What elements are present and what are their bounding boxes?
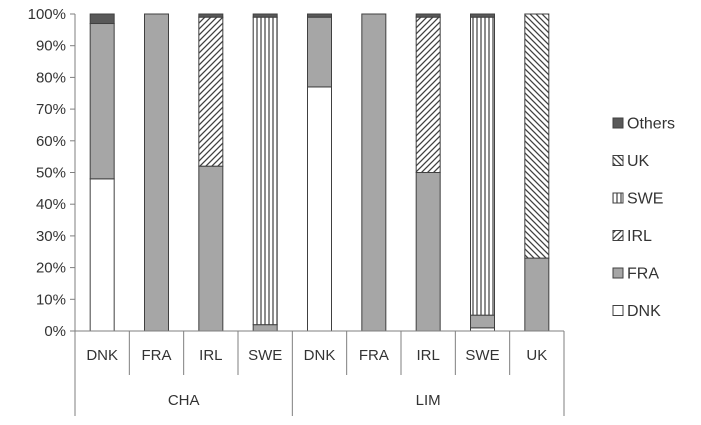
bar-segment-cha-irl-fra <box>198 165 224 332</box>
x-category-label: DNK <box>86 347 118 364</box>
axis-layer: 0% 10% 20% 30% 40% 50% 60% 70% 80% 90% 100% DNK FRA I… <box>28 6 565 416</box>
x-group-label: LIM <box>416 392 441 409</box>
bar-segment-lim-swe-swe <box>470 16 495 316</box>
legend-swatch <box>612 155 624 166</box>
x-category-label: SWE <box>465 347 499 364</box>
y-tick-label: 90% <box>36 38 66 55</box>
x-category-label: SWE <box>248 347 282 364</box>
y-tick-label: 20% <box>36 260 66 277</box>
legend: Others UK SWE IRL FRA DNK <box>612 116 675 320</box>
bar-segment-cha-swe-swe <box>252 16 278 326</box>
x-category-label: IRL <box>416 347 439 364</box>
bar-segment-cha-dnk-fra <box>89 23 115 180</box>
legend-label: Others <box>627 116 675 133</box>
legend-item-uk: UK <box>612 153 650 170</box>
y-tick-label: 70% <box>36 101 66 118</box>
y-tick-label: 0% <box>44 323 66 340</box>
y-tick-label: 80% <box>36 69 66 86</box>
legend-swatch <box>612 305 624 316</box>
legend-swatch <box>612 117 624 129</box>
bar-segment-lim-swe-others <box>470 13 495 18</box>
bar-segment-lim-swe-fra <box>470 314 495 329</box>
bar-segment-cha-swe-others <box>252 13 278 18</box>
legend-swatch <box>612 267 624 279</box>
legend-item-irl: IRL <box>612 228 652 245</box>
x-category-label: FRA <box>359 347 389 364</box>
y-tick-label: 10% <box>36 291 66 308</box>
x-category-label: IRL <box>199 347 222 364</box>
bar-segment-lim-dnk-dnk <box>307 86 332 332</box>
legend-item-fra: FRA <box>612 266 659 283</box>
x-category-label: FRA <box>142 347 172 364</box>
bar-segment-lim-uk-fra <box>524 257 550 332</box>
bar-segment-lim-uk-uk <box>524 13 550 259</box>
bar-segment-cha-irl-irl <box>198 16 224 167</box>
bar-segment-lim-irl-fra <box>415 172 441 332</box>
bar-segment-cha-irl-others <box>198 13 224 18</box>
legend-item-dnk: DNK <box>612 303 661 320</box>
legend-item-others: Others <box>612 116 675 133</box>
x-category-label: UK <box>526 347 547 364</box>
bar-segment-lim-dnk-fra <box>307 16 332 88</box>
bar-segment-lim-dnk-others <box>307 13 332 18</box>
bar-segment-lim-irl-irl <box>415 16 441 174</box>
legend-label: IRL <box>627 228 652 245</box>
bar-segment-cha-dnk-others <box>89 13 115 25</box>
bar-segment-cha-swe-fra <box>252 324 278 332</box>
bar-segment-lim-irl-others <box>415 13 441 18</box>
x-category-label: DNK <box>304 347 336 364</box>
bar-segment-cha-dnk-dnk <box>89 178 115 332</box>
y-tick-label: 30% <box>36 228 66 245</box>
bar-segment-cha-fra-fra <box>144 13 169 332</box>
y-tick-label: 50% <box>36 165 66 182</box>
y-tick-label: 60% <box>36 133 66 150</box>
x-group-label: CHA <box>168 392 200 409</box>
bars-layer <box>89 13 550 332</box>
legend-item-swe: SWE <box>612 191 663 208</box>
bar-segment-lim-fra-fra <box>361 13 387 332</box>
legend-swatch <box>612 230 624 241</box>
legend-label: FRA <box>627 266 659 283</box>
y-tick-label: 40% <box>36 196 66 213</box>
legend-label: DNK <box>627 303 661 320</box>
y-tick-label: 100% <box>28 6 66 23</box>
legend-swatch <box>612 192 624 204</box>
legend-label: SWE <box>627 191 663 208</box>
legend-label: UK <box>627 153 650 170</box>
